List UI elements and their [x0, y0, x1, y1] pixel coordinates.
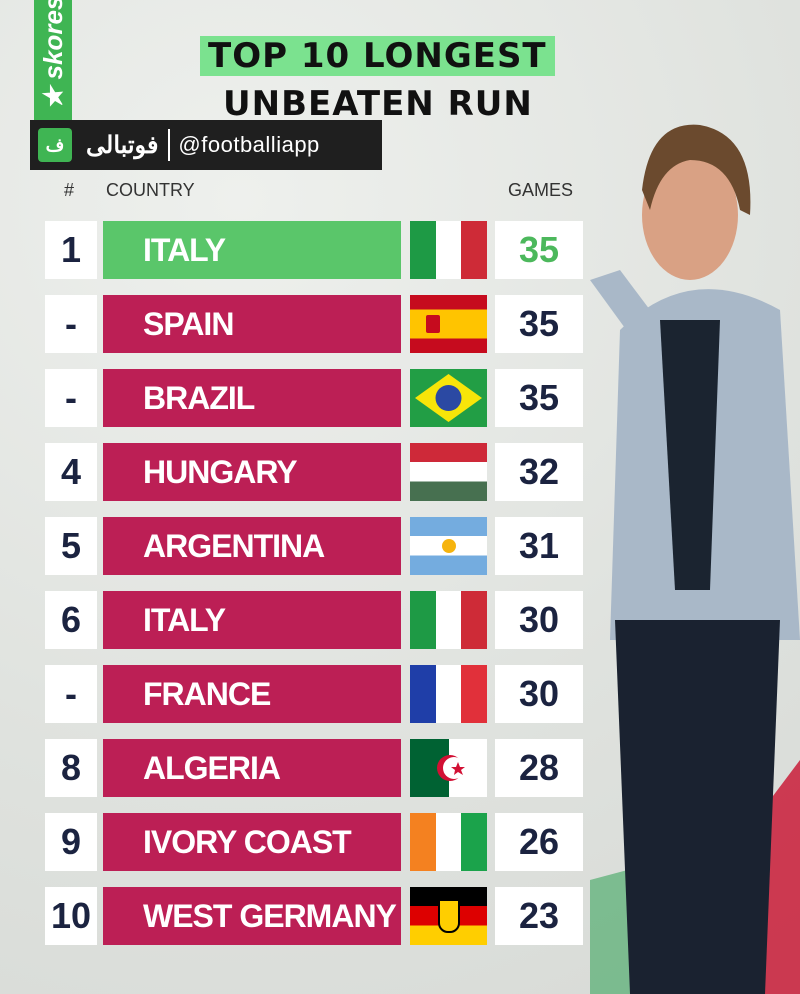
ivory-coast-flag-icon — [410, 813, 488, 871]
header-games: GAMES — [508, 180, 574, 200]
rank-cell: 10 — [45, 887, 97, 945]
header-rank: # — [64, 180, 75, 200]
games-cell: 26 — [495, 813, 583, 871]
rank-cell: 9 — [45, 813, 97, 871]
games-cell: 35 — [495, 295, 583, 353]
country-cell: ALGERIA — [103, 739, 401, 797]
watermark: ف فوتبالی @footballiapp — [30, 120, 382, 170]
games-cell: 31 — [495, 517, 583, 575]
skores-logo: ★ skores — [34, 0, 72, 120]
coach-photo — [590, 124, 800, 994]
games-cell: 28 — [495, 739, 583, 797]
country-cell: SPAIN — [103, 295, 401, 353]
table-row: 10 WEST GERMANY 23 — [45, 887, 585, 945]
table-row: 8 ALGERIA 28 — [45, 739, 585, 797]
table-row: - BRAZIL 35 — [45, 369, 585, 427]
table-row: - SPAIN 35 — [45, 295, 585, 353]
games-cell: 35 — [495, 369, 583, 427]
games-cell: 35 — [495, 221, 583, 279]
rank-cell: 8 — [45, 739, 97, 797]
games-cell: 30 — [495, 591, 583, 649]
brand-text: ★ skores — [38, 0, 68, 110]
table-row: 5 ARGENTINA 31 — [45, 517, 585, 575]
hungary-flag-icon — [410, 443, 487, 501]
country-cell: WEST GERMANY — [103, 887, 401, 945]
country-cell: IVORY COAST — [103, 813, 401, 871]
games-cell: 30 — [495, 665, 583, 723]
rank-cell: 5 — [45, 517, 97, 575]
france-flag-icon — [410, 665, 488, 723]
country-cell: ITALY — [103, 591, 401, 649]
brazil-flag-icon — [410, 369, 487, 427]
table-row: - FRANCE 30 — [45, 665, 585, 723]
rank-cell: 4 — [45, 443, 97, 501]
table-row: 6 ITALY 30 — [45, 591, 585, 649]
country-cell: FRANCE — [103, 665, 401, 723]
italy-flag-icon — [410, 221, 488, 279]
rank-cell: - — [45, 665, 97, 723]
watermark-handle: @footballiapp — [178, 132, 320, 157]
country-cell: HUNGARY — [103, 443, 401, 501]
rank-cell: 6 — [45, 591, 97, 649]
argentina-flag-icon — [410, 517, 487, 575]
footballi-logo: ف — [38, 128, 72, 162]
table-row: 9 IVORY COAST 26 — [45, 813, 585, 871]
header-country: COUNTRY — [106, 180, 195, 200]
country-cell: BRAZIL — [103, 369, 401, 427]
games-cell: 32 — [495, 443, 583, 501]
algeria-flag-icon — [410, 739, 487, 797]
italy-flag-icon — [410, 591, 488, 649]
table-row: 1 ITALY 35 — [45, 221, 585, 279]
country-cell: ITALY — [103, 221, 401, 279]
country-cell: ARGENTINA — [103, 517, 401, 575]
spain-flag-icon — [410, 295, 487, 353]
title-line-1: TOP 10 LONGEST — [200, 36, 555, 76]
table-row: 4 HUNGARY 32 — [45, 443, 585, 501]
rank-cell: - — [45, 295, 97, 353]
games-cell: 23 — [495, 887, 583, 945]
divider — [168, 129, 171, 161]
rank-cell: - — [45, 369, 97, 427]
west-germany-flag-icon — [410, 887, 487, 945]
title-line-2: UNBEATEN RUN — [223, 84, 533, 124]
watermark-arabic: فوتبالی — [86, 131, 159, 159]
rank-cell: 1 — [45, 221, 97, 279]
